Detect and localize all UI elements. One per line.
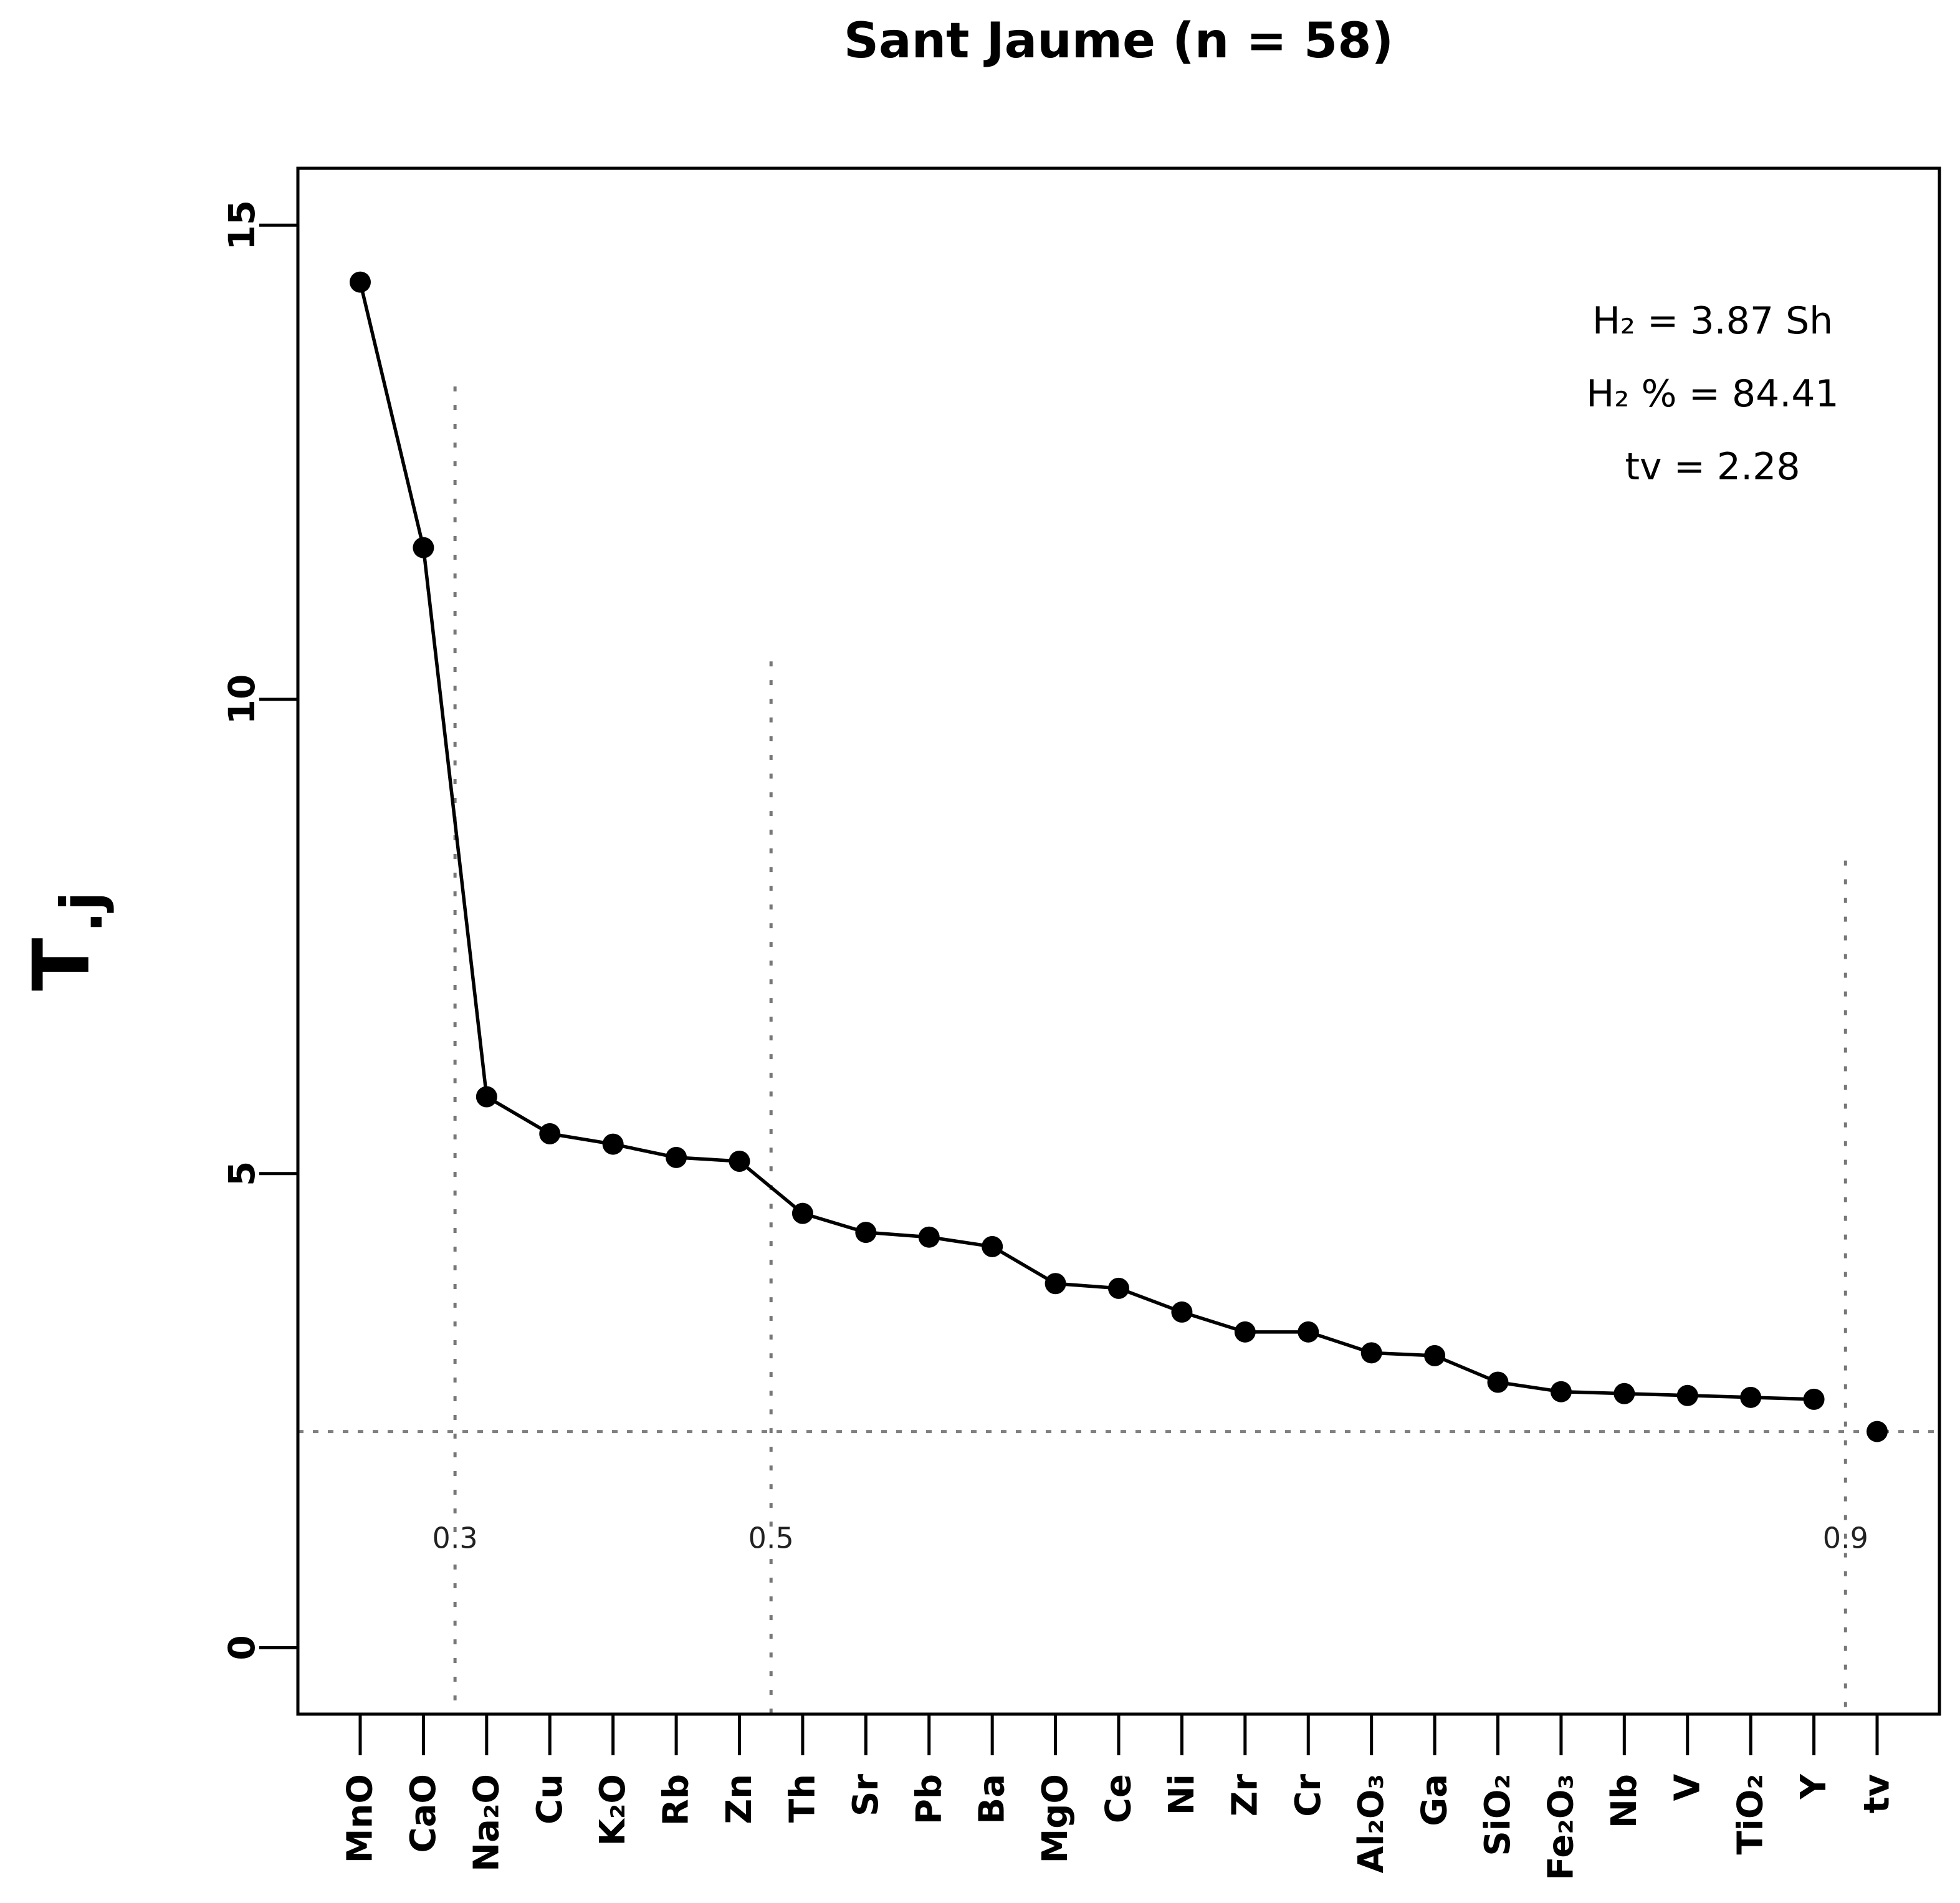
- x-tick-label: Zn: [719, 1774, 760, 1824]
- x-tick-label: MgO: [1035, 1774, 1076, 1863]
- data-point: [1803, 1388, 1825, 1410]
- data-point: [729, 1150, 750, 1172]
- y-axis-title: T.j: [17, 891, 115, 991]
- cumulative-vline-label: 0.5: [748, 1522, 794, 1555]
- x-tick-label: Ba: [972, 1774, 1013, 1824]
- y-tick-label: 5: [221, 1161, 263, 1186]
- x-tick-label: Cr: [1288, 1774, 1329, 1817]
- x-tick-label: Ni: [1162, 1774, 1202, 1815]
- x-tick-label: Th: [782, 1774, 823, 1823]
- cumulative-vline-label: 0.9: [1823, 1522, 1868, 1555]
- x-tick-label: Nb: [1604, 1774, 1645, 1828]
- data-point: [918, 1226, 940, 1248]
- data-point: [1424, 1345, 1446, 1366]
- data-point: [350, 271, 371, 293]
- data-points: [350, 271, 1888, 1442]
- data-point: [1360, 1342, 1382, 1364]
- x-tick-label: Fe₂O₃: [1541, 1774, 1581, 1881]
- x-tick-label: SiO₂: [1478, 1774, 1518, 1856]
- data-point: [791, 1202, 813, 1224]
- x-tick-label: Pb: [909, 1774, 949, 1824]
- stats-annotation: H₂ = 3.87 Sh H₂ % = 84.41 tv = 2.28: [1586, 299, 1838, 489]
- x-tick-label: Cu: [530, 1774, 570, 1824]
- data-point: [1550, 1381, 1572, 1402]
- data-point: [602, 1133, 624, 1155]
- stats-annotation-line: H₂ = 3.87 Sh: [1592, 299, 1833, 343]
- x-tick-label: Sr: [846, 1774, 886, 1816]
- x-tick-label: TiO₂: [1731, 1774, 1771, 1855]
- stats-annotation-line: tv = 2.28: [1625, 445, 1800, 489]
- data-point: [1108, 1277, 1129, 1299]
- chart-title: Sant Jaume (n = 58): [844, 13, 1394, 69]
- data-point: [982, 1235, 1003, 1257]
- x-tick-label: K₂O: [593, 1774, 633, 1846]
- x-tick-label: CaO: [403, 1774, 444, 1853]
- data-point: [539, 1123, 561, 1144]
- data-point: [413, 537, 434, 558]
- data-point: [1171, 1301, 1193, 1323]
- x-tick-label: Na₂O: [466, 1774, 507, 1872]
- guide-lines: 0.3 0.5 0.9: [298, 386, 1939, 1714]
- stats-annotation-line: H₂ % = 84.41: [1586, 372, 1838, 416]
- data-point: [1487, 1371, 1509, 1393]
- data-point: [1867, 1421, 1888, 1442]
- data-line: [358, 281, 1814, 1401]
- x-tick-label: Ce: [1099, 1774, 1139, 1823]
- y-tick-label: 15: [221, 200, 263, 251]
- x-tick-label: Al₂O₃: [1351, 1774, 1392, 1873]
- y-tick-label: 0: [221, 1635, 263, 1660]
- data-point: [1234, 1321, 1256, 1343]
- x-tick-label: Rb: [656, 1774, 697, 1826]
- data-point: [1298, 1321, 1319, 1343]
- y-axis: 0 5 10 15: [221, 200, 298, 1661]
- x-axis: MnO CaO Na₂O Cu K₂O Rb Zn Th Sr Pb Ba MgO Ce Ni Zr Cr Al…: [340, 1714, 1898, 1881]
- data-point: [1676, 1384, 1698, 1406]
- data-point: [1740, 1386, 1762, 1408]
- x-tick-label: tv: [1857, 1774, 1898, 1813]
- y-tick-label: 10: [221, 674, 263, 725]
- data-point: [666, 1146, 687, 1168]
- data-point: [855, 1222, 877, 1244]
- x-tick-label: Zr: [1225, 1774, 1265, 1817]
- x-tick-label: Ga: [1415, 1774, 1455, 1826]
- data-point: [1045, 1273, 1066, 1295]
- data-point: [476, 1086, 497, 1108]
- x-tick-label: Y: [1794, 1773, 1834, 1800]
- data-point: [1613, 1383, 1635, 1404]
- cumulative-vline-label: 0.3: [433, 1522, 478, 1555]
- x-tick-label: MnO: [340, 1774, 381, 1863]
- x-tick-label: V: [1667, 1773, 1708, 1801]
